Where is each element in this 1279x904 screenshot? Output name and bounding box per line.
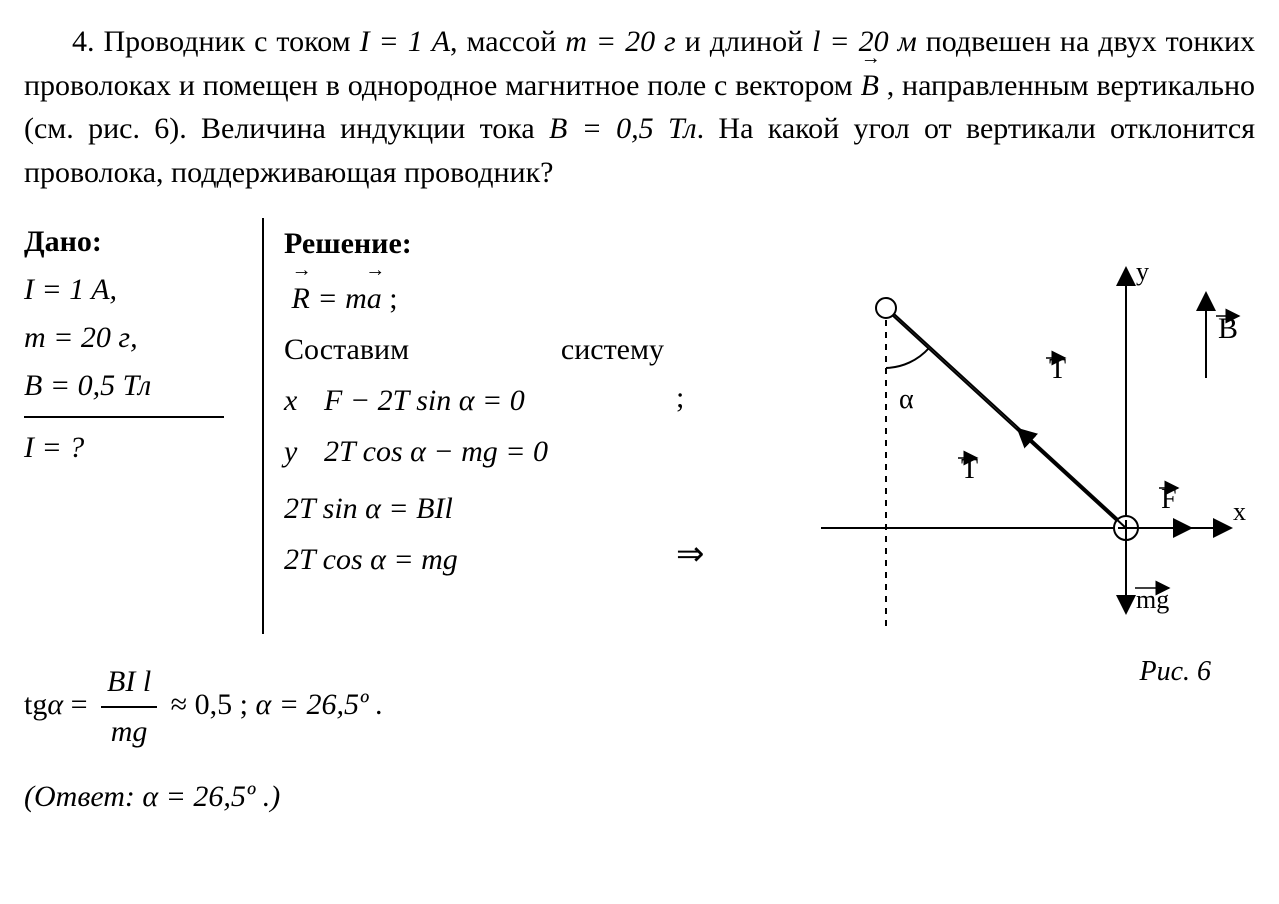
figure-caption: Рис. 6 [1139,656,1211,688]
given-m: m = 20 г, [24,321,138,354]
vector-a: a [367,273,382,324]
den-text: mg [111,715,148,748]
eq-y-label: y [284,426,324,477]
fraction: BI l mg [101,658,157,756]
eq-x-label: x [284,375,324,426]
newton-semi: ; [382,282,398,315]
problem-Bval: B = 0,5 Тл [549,112,697,145]
eq3: 2T sin α = BIl [284,492,453,525]
compose-system: Составим систему [284,324,664,375]
answer-line: (Ответ: α = 26,5º .) [24,780,1255,814]
given-header: Дано: [24,218,254,266]
alpha-value-2: α = 26,5º . [255,688,383,721]
approx-val: ≈ 0,5 ; [163,688,255,721]
figure-svg: y x α T T F [791,258,1251,658]
given-I: I = 1 A, [24,273,117,306]
vector-B-symbol: B [861,64,879,108]
vector-a-letter: a [367,282,382,315]
tg-label: tg [24,688,47,721]
eq-ma: = m [310,282,367,315]
given-question: I = ? [24,424,254,472]
y-axis-label: y [1136,258,1149,286]
alpha-symbol: α [47,688,63,721]
problem-m: m = 20 г [565,25,676,58]
figure-6: y x α T T F [791,258,1251,688]
x-axis-label: x [1233,497,1246,526]
problem-number: 4. [72,25,95,58]
eq4: 2T cos α = mg [284,543,458,576]
answer-value: α = 26,5º .) [135,780,280,813]
compose-right: систему [561,324,664,375]
answer-label: (Ответ: [24,780,135,813]
implies-arrow-icon: ⇒ [676,526,705,584]
eq-y: 2T cos α − mg = 0 [324,426,548,477]
vertical-divider [262,218,264,634]
problem-I: I = 1 А [360,25,450,58]
problem-p2: , массой [450,25,565,58]
fraction-den: mg [101,708,157,756]
vector-B-letter: B [861,69,879,102]
eq-x: F − 2T sin α = 0 [324,375,525,426]
fraction-num: BI l [101,658,157,708]
eq-sign: = [63,688,95,721]
mg-label: mg [1136,585,1169,614]
compose-left: Составим [284,324,409,375]
problem-statement: 4. Проводник с током I = 1 А, массой m =… [24,20,1255,194]
page: 4. Проводник с током I = 1 А, массой m =… [0,0,1279,904]
vector-R-letter: R [292,282,310,315]
system-semicolon: ; [676,372,684,423]
given-line-3: B = 0,5 Тл [24,362,254,410]
given-line-1: I = 1 A, [24,266,254,314]
given-line-2: m = 20 г, [24,314,254,362]
given-B: B = 0,5 Тл [24,369,151,402]
alpha-label: α [899,384,914,415]
problem-p1: Проводник с током [103,25,359,58]
num-text: BI l [107,665,151,698]
problem-p3: и длиной [676,25,812,58]
given-block: Дано: I = 1 A, m = 20 г, B = 0,5 Тл I = … [24,218,262,634]
given-divider [24,416,224,418]
B-vector-label: B [1218,312,1238,345]
given-q: I = ? [24,431,84,464]
vector-R: R [292,273,310,324]
